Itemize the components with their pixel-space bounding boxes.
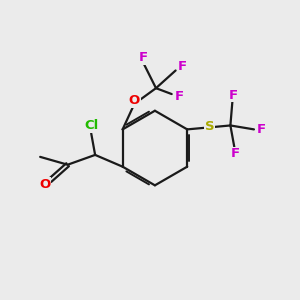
Text: Cl: Cl [84, 119, 98, 132]
Text: F: F [178, 60, 187, 73]
Text: F: F [231, 147, 240, 161]
Text: O: O [39, 178, 51, 191]
Text: F: F [256, 123, 266, 136]
Text: F: F [139, 51, 148, 64]
Text: F: F [229, 88, 238, 101]
Text: S: S [205, 120, 214, 133]
Text: F: F [175, 89, 184, 103]
Text: O: O [129, 94, 140, 107]
